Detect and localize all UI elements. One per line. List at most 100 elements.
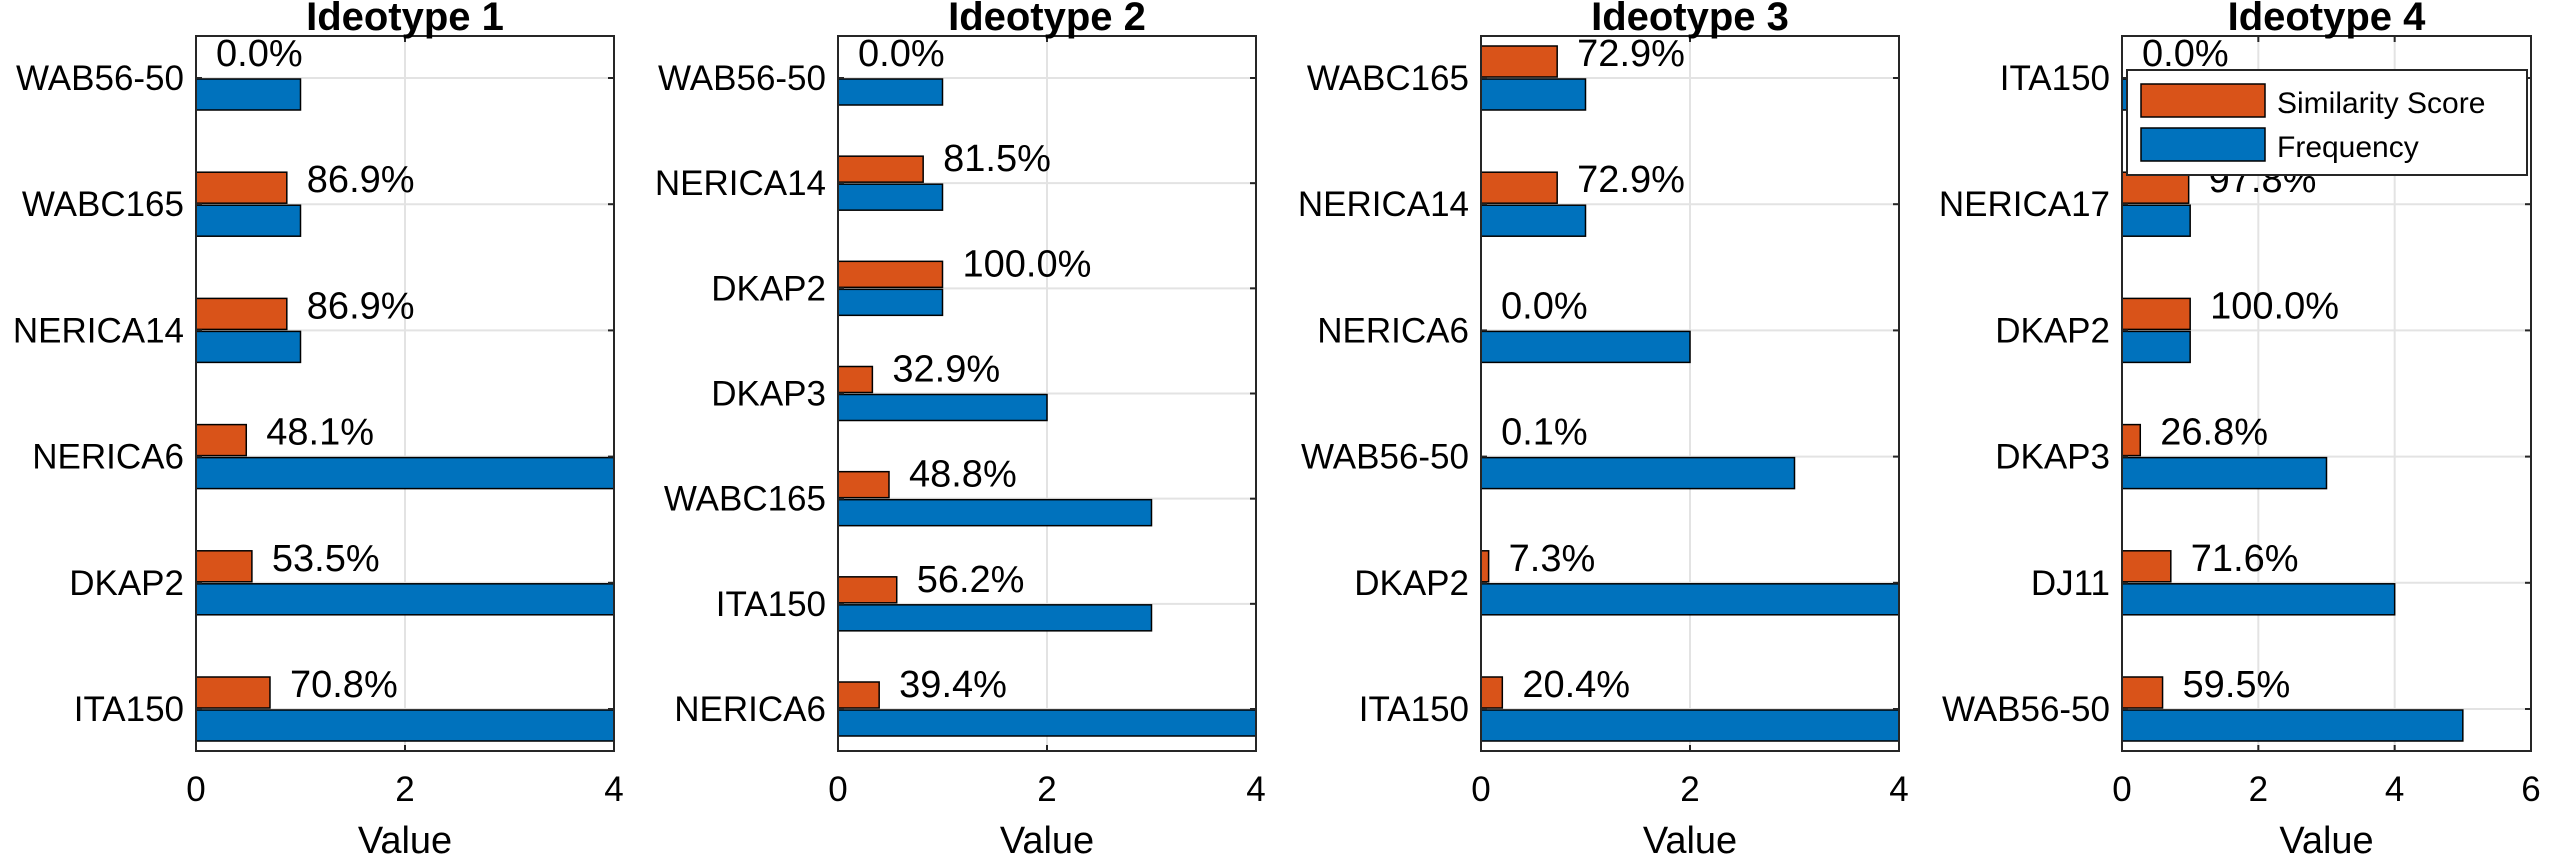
similarity-bar (837, 365, 874, 394)
frequency-bar (837, 709, 1257, 737)
category-label: NERICA14 (1298, 185, 1469, 224)
panel-ideotype-1: 0.0% 86.9% 86.9% 48.1% 53.5% 70.8% WAB56-50 WAB… (13, 0, 624, 861)
similarity-percent-label: 0.0% (858, 33, 945, 75)
frequency-bar (2121, 709, 2464, 742)
similarity-bar (2121, 297, 2191, 331)
frequency-bar (837, 393, 1048, 422)
category-label: WAB56-50 (658, 59, 826, 98)
x-tick-label: 4 (1246, 770, 1265, 809)
frequency-bar (837, 288, 944, 317)
category-label: WAB56-50 (1301, 438, 1469, 477)
x-axis-label: Value (1000, 820, 1094, 861)
category-label: NERICA6 (32, 438, 184, 477)
legend: Similarity Score Frequency (2126, 69, 2528, 176)
similarity-percent-label: 59.5% (2183, 664, 2291, 706)
x-tick-label: 4 (604, 770, 623, 809)
frequency-bar (195, 330, 302, 364)
frequency-bar (837, 604, 1153, 632)
frequency-bar (195, 583, 615, 616)
similarity-percent-label: 7.3% (1509, 538, 1596, 580)
panel-ideotype-3: 72.9% 72.9% 0.0% 0.1% 7.3% 20.4% WABC165 NERICA… (1298, 0, 1909, 861)
category-label: ITA150 (2000, 59, 2110, 98)
x-tick-label: 2 (1037, 770, 1056, 809)
similarity-bar (837, 155, 924, 183)
legend-swatch-frequency (2140, 127, 2266, 162)
x-axis-label: Value (1643, 820, 1737, 861)
similarity-bar (837, 576, 898, 604)
x-tick-label: 0 (828, 770, 847, 809)
similarity-percent-label: 48.1% (266, 412, 374, 454)
axes-box (2121, 35, 2532, 752)
similarity-bar (837, 260, 944, 289)
frequency-bar (1480, 204, 1587, 237)
category-label: WAB56-50 (16, 59, 184, 98)
similarity-percent-label: 53.5% (272, 538, 380, 580)
x-tick-label: 4 (1889, 770, 1908, 809)
frequency-bar (1480, 330, 1691, 364)
panel-ideotype-4: 0.0%97.8%100.0%26.8%71.6%59.5%ITA150NERI… (1939, 0, 2541, 861)
similarity-percent-label: 86.9% (307, 159, 415, 201)
similarity-bar (1480, 171, 1558, 204)
similarity-bar (195, 297, 288, 331)
frequency-bar (1480, 709, 1900, 742)
x-tick-label: 2 (395, 770, 414, 809)
similarity-percent-label: 32.9% (892, 349, 1000, 391)
category-label: WABC165 (1307, 59, 1469, 98)
category-label: ITA150 (716, 585, 826, 624)
legend-label-frequency: Frequency (2277, 131, 2419, 164)
similarity-bar (1480, 45, 1558, 78)
frequency-bar (2121, 456, 2328, 490)
similarity-percent-label: 0.0% (2142, 33, 2229, 75)
category-label: NERICA6 (1317, 311, 1469, 350)
similarity-bar (2121, 171, 2190, 204)
x-tick-label: 6 (2521, 770, 2540, 809)
frequency-bar (1480, 456, 1796, 490)
similarity-bar (195, 171, 288, 204)
category-label: NERICA14 (655, 164, 826, 203)
similarity-bar (837, 681, 880, 709)
category-label: DKAP2 (1995, 311, 2110, 350)
similarity-bar (837, 470, 890, 499)
similarity-bar (2121, 423, 2142, 457)
similarity-percent-label: 86.9% (307, 285, 415, 327)
legend-label-similarity: Similarity Score (2277, 87, 2485, 120)
frequency-bar (2121, 583, 2396, 616)
category-label: ITA150 (1359, 690, 1469, 729)
frequency-bar (837, 498, 1153, 527)
category-label: DKAP2 (711, 269, 826, 308)
x-tick-label: 2 (1680, 770, 1699, 809)
frequency-bar (1480, 78, 1587, 111)
category-label: NERICA17 (1939, 185, 2110, 224)
x-tick-label: 0 (186, 770, 205, 809)
frequency-bar (195, 709, 615, 742)
frequency-bar (837, 183, 944, 211)
similarity-percent-label: 71.6% (2191, 538, 2299, 580)
frequency-bar (2121, 330, 2191, 364)
similarity-percent-label: 70.8% (290, 664, 398, 706)
similarity-percent-label: 72.9% (1577, 33, 1685, 75)
category-label: DKAP2 (1354, 564, 1469, 603)
similarity-percent-label: 20.4% (1522, 664, 1630, 706)
category-label: DKAP3 (1995, 438, 2110, 477)
similarity-bar (195, 550, 253, 583)
panel-title: Ideotype 2 (948, 0, 1146, 39)
similarity-percent-label: 0.0% (1501, 285, 1588, 327)
similarity-percent-label: 48.8% (909, 454, 1017, 496)
similarity-percent-label: 0.0% (216, 33, 303, 75)
similarity-bar (2121, 550, 2172, 583)
legend-swatch-similarity (2140, 83, 2266, 118)
frequency-bar (837, 78, 944, 106)
category-label: NERICA6 (674, 690, 826, 729)
category-label: WAB56-50 (1942, 690, 2110, 729)
x-tick-label: 4 (2385, 770, 2404, 809)
category-label: NERICA14 (13, 311, 184, 350)
x-tick-label: 2 (2249, 770, 2268, 809)
similarity-percent-label: 39.4% (899, 664, 1007, 706)
x-axis-label: Value (358, 820, 452, 861)
similarity-percent-label: 0.1% (1501, 412, 1588, 454)
similarity-percent-label: 100.0% (963, 243, 1092, 285)
category-label: WABC165 (664, 480, 826, 519)
similarity-percent-label: 56.2% (917, 559, 1025, 601)
similarity-percent-label: 26.8% (2160, 412, 2268, 454)
